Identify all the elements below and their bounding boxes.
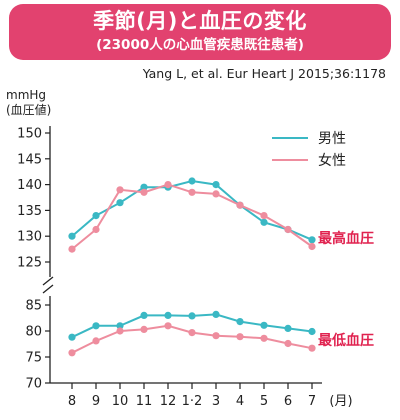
data-point (212, 310, 220, 318)
data-point (92, 337, 100, 345)
data-point (188, 329, 196, 337)
x-tick-label: 1·2 (182, 394, 203, 409)
data-point (164, 311, 172, 319)
axis-break-mark (42, 276, 54, 286)
y-tick-label: 150 (17, 127, 42, 142)
x-tick-label: 3 (212, 394, 220, 409)
x-tick-label: 11 (136, 394, 153, 409)
data-point (116, 322, 124, 330)
panel-label: 最高血圧 (318, 230, 374, 247)
chart-title: 季節(月)と血圧の変化 (93, 9, 307, 33)
data-point (92, 225, 100, 234)
y-tick-label: 125 (17, 256, 42, 271)
data-point (140, 311, 148, 319)
data-point (188, 312, 196, 320)
data-point (140, 188, 148, 196)
data-point (212, 190, 220, 198)
data-point (116, 199, 124, 207)
data-point (212, 181, 220, 189)
data-point (236, 201, 244, 209)
legend-label: 男性 (318, 131, 346, 147)
legend-label: 女性 (318, 152, 346, 169)
x-axis-unit: (月) (329, 394, 352, 409)
data-point (284, 339, 292, 348)
data-point (188, 188, 196, 196)
data-point (236, 318, 244, 326)
chart-subtitle: (23000人の心血管疾患既往患者) (96, 37, 304, 53)
data-point (164, 322, 172, 330)
data-point (68, 245, 76, 253)
y-tick-label: 70 (25, 377, 42, 392)
data-point (116, 186, 124, 194)
x-tick-label: 4 (236, 394, 244, 409)
data-point (308, 242, 316, 251)
data-point (260, 334, 268, 342)
y-tick-label: 75 (25, 351, 42, 366)
data-point (68, 349, 76, 357)
x-tick-label: 10 (112, 394, 129, 409)
data-point (140, 325, 148, 333)
data-point (92, 212, 100, 220)
y-tick-label: 130 (17, 230, 42, 245)
source-citation: Yang L, et al. Eur Heart J 2015;36:1178 (142, 66, 386, 81)
y-axis-unit-sublabel: (血圧値) (6, 103, 52, 117)
y-tick-label: 140 (17, 178, 42, 193)
data-point (68, 333, 76, 341)
x-tick-label: 8 (68, 394, 76, 409)
data-point (308, 236, 316, 244)
data-point (260, 321, 268, 329)
data-point (260, 212, 268, 220)
y-tick-label: 135 (17, 204, 42, 219)
data-point (116, 327, 124, 335)
data-point (284, 324, 292, 332)
title-banner: 季節(月)と血圧の変化 (23000人の心血管疾患既往患者) (9, 4, 391, 60)
data-point (308, 327, 316, 336)
data-point (188, 177, 196, 185)
y-tick-label: 80 (25, 325, 42, 340)
x-tick-label: 5 (260, 394, 268, 409)
y-tick-label: 85 (25, 299, 42, 314)
x-tick-label: 7 (308, 394, 316, 409)
x-tick-label: 6 (284, 394, 292, 409)
data-point (260, 218, 268, 226)
x-tick-label: 9 (92, 394, 100, 409)
y-axis-unit: mmHg (血圧値) (6, 88, 51, 118)
y-axis-unit-label: mmHg (6, 88, 47, 102)
data-point (236, 333, 244, 341)
axis-break-mark (42, 284, 54, 294)
data-point (68, 232, 76, 240)
data-point (92, 322, 100, 330)
data-point (164, 181, 172, 189)
x-tick-label: 12 (160, 394, 177, 409)
panel-label: 最低血圧 (318, 332, 374, 349)
data-point (140, 183, 148, 191)
y-tick-label: 145 (17, 152, 42, 167)
data-point (284, 225, 292, 234)
data-point (212, 332, 220, 340)
data-point (308, 344, 316, 352)
